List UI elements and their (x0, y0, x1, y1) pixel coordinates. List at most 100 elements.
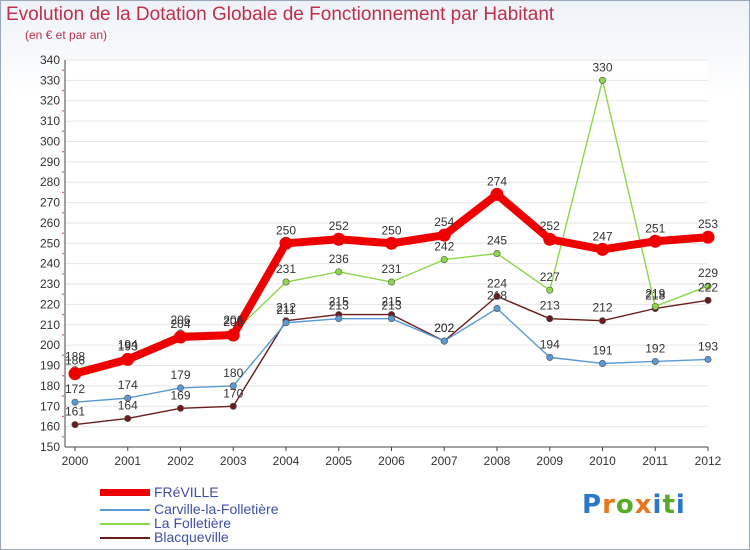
data-label-2: 194 (118, 337, 138, 351)
data-point-2 (387, 278, 395, 286)
y-axis-minor-dot (62, 293, 64, 296)
data-point-3 (704, 296, 712, 304)
data-label-3: 202 (434, 321, 454, 335)
data-label-3: 169 (170, 388, 190, 402)
y-tick-label: 330 (40, 73, 60, 87)
proxiti-logo: Proxiti (582, 490, 686, 520)
data-point-2 (598, 76, 606, 84)
legend-label-carville: Carville-la-Folletière (154, 501, 279, 517)
y-axis-minor-dot (62, 211, 64, 214)
data-label-2: 236 (329, 252, 349, 266)
y-axis-minor-dot (62, 395, 64, 397)
chart-subtitle: (en € et par an) (25, 28, 108, 42)
data-point-2 (651, 302, 659, 310)
data-label-3: 215 (329, 295, 349, 309)
data-label-1: 172 (65, 382, 85, 396)
y-tick-label: 160 (40, 420, 60, 434)
y-tick-label: 250 (40, 236, 60, 250)
data-label-1: 213 (381, 299, 401, 313)
data-label-0: 254 (434, 215, 454, 229)
y-tick-label: 200 (40, 338, 60, 352)
data-point-1 (546, 353, 554, 361)
y-axis-minor-dot (62, 273, 64, 275)
data-label-3: 213 (540, 299, 560, 313)
data-label-0: 204 (170, 317, 190, 331)
data-point-3 (177, 404, 185, 412)
data-label-0: 186 (65, 354, 85, 368)
data-label-0: 252 (329, 219, 349, 233)
y-axis-minor-dot (62, 436, 64, 438)
data-point-1 (387, 315, 395, 323)
data-point-1 (440, 337, 448, 345)
y-tick-label: 310 (40, 114, 60, 128)
legend-label-la-folletiere: La Folletière (154, 515, 232, 531)
data-point-1 (71, 398, 79, 406)
y-tick-label: 210 (40, 318, 60, 332)
legend-swatch-la-folletiere (100, 523, 150, 525)
data-point-1 (229, 382, 237, 390)
y-tick-label: 150 (40, 440, 60, 454)
data-point-0 (226, 328, 240, 342)
data-point-3 (493, 292, 501, 300)
data-point-0 (68, 367, 82, 381)
y-tick-label: 190 (40, 359, 60, 373)
data-point-3 (229, 402, 237, 410)
data-label-1: 174 (118, 378, 138, 392)
data-point-1 (124, 394, 132, 402)
y-axis-minor-dot (62, 252, 64, 255)
x-tick-label: 2008 (484, 454, 511, 468)
data-point-1 (282, 319, 290, 327)
data-label-1: 191 (592, 343, 612, 357)
data-point-2 (493, 250, 501, 258)
data-label-2: 231 (381, 262, 401, 276)
y-axis-minor-dot (62, 89, 64, 92)
legend-swatch-blacqueville (100, 537, 150, 539)
x-tick-label: 2009 (536, 454, 563, 468)
data-label-3: 164 (118, 398, 138, 412)
data-point-0 (596, 242, 609, 256)
y-axis-minor-dot (62, 171, 64, 173)
y-tick-label: 230 (40, 277, 60, 291)
data-label-2: 242 (434, 240, 454, 254)
data-label-2: 206 (223, 313, 243, 327)
data-label-0: 193 (118, 339, 138, 353)
y-axis-minor-dot (62, 130, 64, 133)
y-axis-minor-dot (62, 415, 64, 418)
y-tick-label: 260 (40, 216, 60, 230)
y-axis-minor-dot (62, 354, 64, 357)
data-point-0 (648, 234, 662, 248)
data-point-0 (279, 236, 293, 250)
data-label-2: 245 (487, 234, 507, 248)
x-tick-label: 2007 (431, 454, 458, 468)
data-point-0 (543, 232, 557, 246)
data-label-3: 170 (223, 386, 243, 400)
data-point-2 (440, 256, 448, 264)
x-tick-label: 2005 (325, 454, 352, 468)
data-point-2 (704, 282, 712, 290)
data-label-0: 253 (698, 217, 718, 231)
data-label-0: 274 (487, 174, 507, 188)
data-point-0 (174, 330, 187, 344)
data-label-1: 194 (540, 337, 560, 351)
data-label-2: 231 (276, 262, 296, 276)
x-tick-label: 2001 (114, 454, 141, 468)
data-label-1: 179 (170, 368, 190, 382)
data-point-2 (282, 278, 290, 286)
y-axis-minor-dot (62, 232, 64, 234)
legend-label-freville: FRéVILLE (154, 484, 219, 500)
x-tick-label: 2002 (167, 454, 194, 468)
legend-swatch-freville (100, 489, 150, 496)
y-axis-minor-dot (62, 313, 64, 316)
y-tick-label: 240 (40, 257, 60, 271)
data-point-0 (121, 352, 135, 366)
data-point-3 (598, 317, 606, 325)
legend-swatch-carville (100, 509, 150, 511)
data-point-3 (546, 315, 554, 323)
y-axis-minor-dot (62, 334, 64, 336)
x-tick-label: 2006 (378, 454, 405, 468)
x-tick-label: 2010 (589, 454, 616, 468)
data-point-1 (177, 384, 185, 392)
y-tick-label: 290 (40, 155, 60, 169)
data-point-0 (385, 236, 398, 250)
